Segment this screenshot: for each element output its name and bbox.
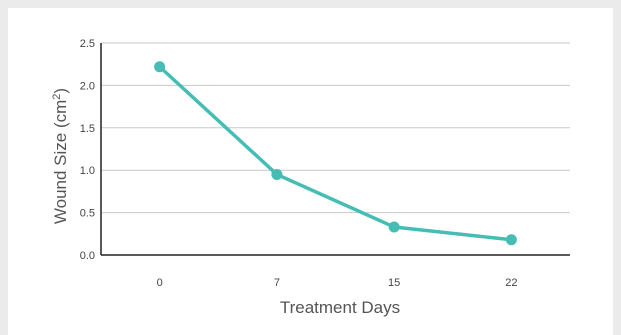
gridlines — [101, 42, 570, 214]
y-tick-labels: 0.0 0.5 1.0 1.5 2.0 2.5 — [80, 38, 95, 262]
x-tick-label: 7 — [274, 277, 280, 289]
y-tick-label: 2.5 — [80, 38, 95, 50]
data-point — [154, 61, 166, 73]
series-layer — [154, 61, 517, 246]
x-tick-label: 15 — [388, 277, 400, 289]
x-tick-label: 0 — [157, 277, 163, 289]
y-tick-label: 1.0 — [80, 165, 95, 177]
y-tick-label: 2.0 — [80, 80, 95, 92]
x-tick-label: 22 — [505, 277, 517, 289]
x-tick-labels: 0 7 15 22 — [157, 277, 518, 289]
y-axis-title-main: Wound Size (cm — [51, 100, 70, 224]
data-point — [505, 234, 517, 246]
y-tick-label: 0.5 — [80, 208, 95, 220]
chart-card: 0.0 0.5 1.0 1.5 2.0 2.5 0 7 15 22 Treatment Days… — [8, 8, 613, 335]
y-tick-label: 0.0 — [80, 250, 95, 262]
y-axis-title-close: ) — [51, 88, 70, 94]
y-axis-title-superscript: 2 — [51, 94, 63, 100]
data-point — [388, 221, 400, 233]
line-chart: 0.0 0.5 1.0 1.5 2.0 2.5 0 7 15 22 Treatment Days… — [51, 38, 570, 317]
data-point — [271, 168, 283, 180]
y-axis-title: Wound Size (cm2) — [51, 88, 70, 224]
series-line — [157, 64, 514, 242]
x-axis-title: Treatment Days — [280, 298, 400, 317]
y-tick-label: 1.5 — [80, 123, 95, 135]
